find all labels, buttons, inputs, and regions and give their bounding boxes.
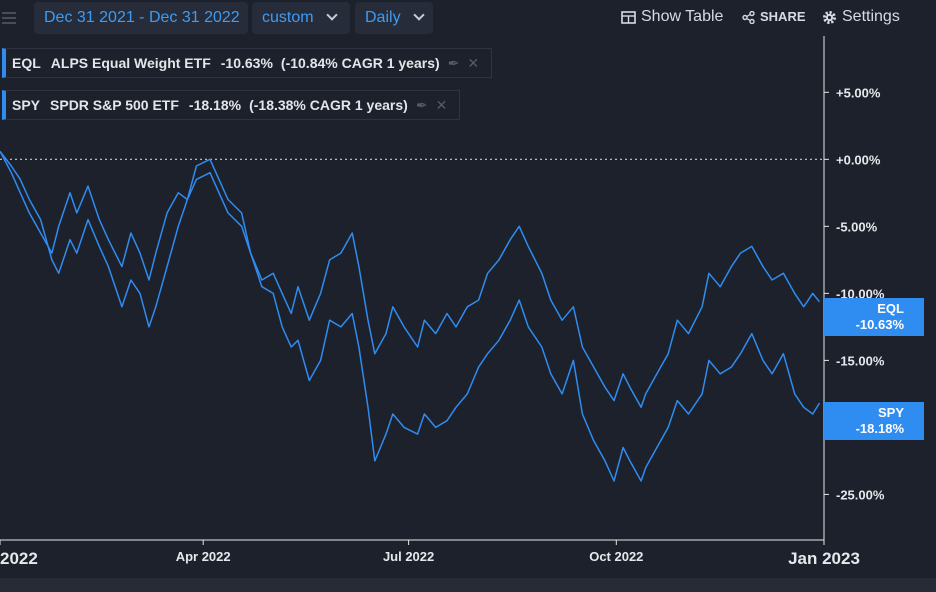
legend-ticker: SPY: [12, 97, 41, 113]
y-tick-label: +0.00%: [836, 152, 881, 167]
x-tick-label: 2022: [0, 549, 38, 568]
price-tag-ticker: EQL: [877, 301, 904, 316]
y-tick-label: +5.00%: [836, 85, 881, 100]
show-table-label: Show Table: [641, 8, 724, 25]
y-tick-label: -5.00%: [836, 219, 878, 234]
range-type-select[interactable]: custom: [252, 2, 350, 34]
chevron-down-icon: [412, 9, 425, 21]
x-tick-label: Jul 2022: [383, 549, 434, 564]
y-tick-label: -10.00%: [836, 286, 885, 301]
legend-change: -18.18%: [188, 97, 242, 113]
price-tag-value: -18.18%: [855, 421, 904, 436]
chart-area: +5.00%+0.00%-5.00%-10.00%-15.00%-20.00%-…: [0, 36, 936, 592]
chart-toolbar: Dec 31 2021 - Dec 31 2022 custom Daily S…: [0, 0, 936, 36]
range-type-label: custom: [262, 9, 314, 26]
price-tag-value: -10.63%: [855, 317, 904, 332]
interval-label: Daily: [365, 9, 401, 26]
price-tag-ticker: SPY: [877, 405, 904, 420]
gear-icon: [823, 10, 836, 24]
y-tick-label: -15.00%: [836, 353, 885, 368]
legend-item-spy[interactable]: SPY SPDR S&P 500 ETF -18.18% (-18.38% CA…: [2, 90, 461, 120]
legend-name: ALPS Equal Weight ETF: [50, 55, 211, 71]
settings-button[interactable]: Settings: [822, 6, 900, 28]
legend-ticker: EQL: [12, 55, 41, 71]
x-tick-label: Apr 2022: [176, 549, 231, 564]
close-icon[interactable]: ✕: [467, 54, 480, 71]
legend-item-eql[interactable]: EQL ALPS Equal Weight ETF -10.63% (-10.8…: [2, 48, 493, 78]
series-line-spy: [0, 150, 821, 482]
price-tag-eql: EQL -10.63%: [824, 298, 924, 336]
bottom-scrollbar[interactable]: [0, 578, 936, 592]
share-label: SHARE: [760, 9, 806, 24]
y-tick-label: -25.00%: [836, 487, 885, 502]
close-icon[interactable]: ✕: [435, 96, 448, 113]
table-icon: [621, 10, 636, 24]
price-tag-spy: SPY -18.18%: [824, 402, 924, 440]
series-line-eql: [0, 150, 821, 409]
chevron-down-icon: [325, 9, 338, 21]
legend-cagr: (-18.38% CAGR 1 years): [249, 97, 408, 113]
legend-name: SPDR S&P 500 ETF: [50, 97, 179, 113]
show-table-button[interactable]: Show Table: [621, 6, 723, 28]
date-range-button[interactable]: Dec 31 2021 - Dec 31 2022: [34, 2, 248, 34]
brush-icon[interactable]: ✒: [447, 54, 460, 71]
share-icon: [742, 10, 755, 24]
x-tick-label: Jan 2023: [788, 549, 860, 568]
brush-icon[interactable]: ✒: [415, 96, 428, 113]
menu-icon[interactable]: [0, 8, 20, 28]
legend-change: -10.63%: [220, 55, 273, 71]
date-range-label: Dec 31 2021 - Dec 31 2022: [44, 9, 240, 26]
interval-select[interactable]: Daily: [355, 2, 433, 34]
x-tick-label: Oct 2022: [589, 549, 643, 564]
legend-cagr: (-10.84% CAGR 1 years): [280, 55, 440, 71]
settings-label: Settings: [842, 8, 900, 25]
share-button[interactable]: SHARE: [742, 6, 806, 28]
